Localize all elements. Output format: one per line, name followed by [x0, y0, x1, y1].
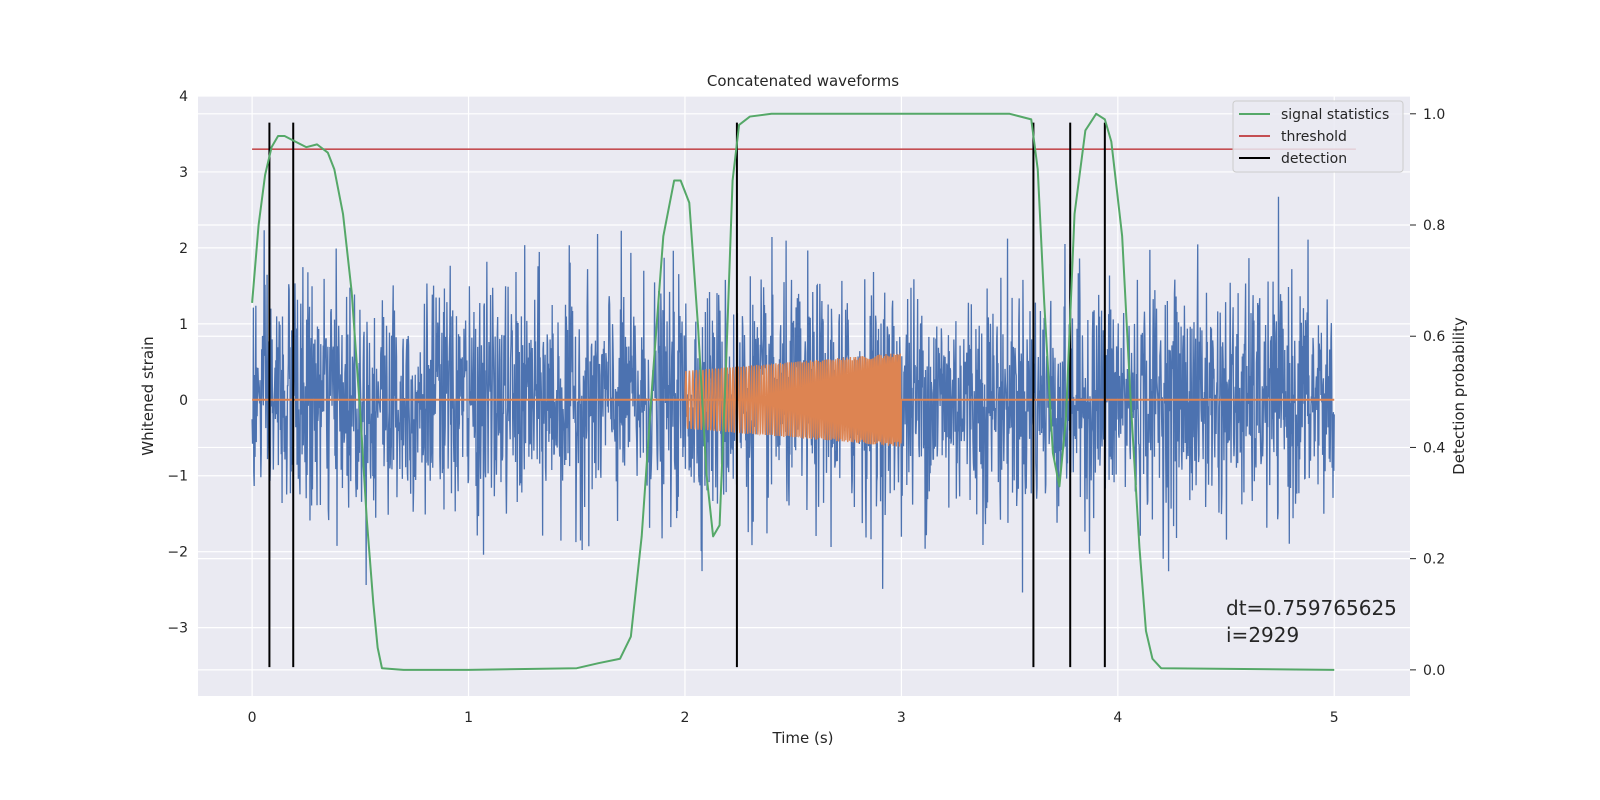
y2-tick-label: 0.2 [1423, 552, 1445, 568]
y2-tick-label: 0.4 [1423, 440, 1445, 456]
legend-threshold-label: threshold [1281, 129, 1347, 145]
y-tick-label: 3 [179, 165, 188, 181]
y2-tick-label: 0.6 [1423, 329, 1445, 345]
x-tick-label: 5 [1330, 710, 1339, 726]
y-tick-label: 2 [179, 241, 188, 257]
y-tick-label: −1 [167, 469, 188, 485]
legend-statistics-label: signal statistics [1281, 107, 1389, 123]
y-tick-label: 0 [179, 393, 188, 409]
y2-tick-label: 0.0 [1423, 663, 1445, 679]
chart-title: Concatenated waveforms [707, 72, 899, 90]
x-tick-label: 1 [464, 710, 473, 726]
x-tick-label: 0 [248, 710, 257, 726]
axes: 0 1 2 3 4 5 −3 −2 −1 0 1 2 3 4 0.0 0.2 0.4 0.6 0.8 1.0 [167, 89, 1445, 726]
injection-series [684, 353, 903, 447]
legend: signal statistics threshold detection [1232, 100, 1404, 173]
y-tick-label: −3 [167, 621, 188, 637]
y2-axis-label: Detection probability [1450, 317, 1468, 475]
annotation: dt=0.759765625 i=2929 [1226, 596, 1403, 647]
y-tick-label: 4 [179, 89, 188, 105]
x-tick-label: 2 [681, 710, 690, 726]
y-tick-label: −2 [167, 545, 188, 561]
plot-area [251, 112, 1356, 671]
y-tick-label: 1 [179, 317, 188, 333]
legend-box [1232, 100, 1404, 173]
annotation-line-2: i=2929 [1226, 623, 1299, 647]
statistics-series [251, 112, 1335, 671]
y2-tick-label: 0.8 [1423, 218, 1445, 234]
annotation-line-1: dt=0.759765625 [1226, 596, 1397, 620]
strain-series [251, 196, 1335, 593]
x-tick-label: 3 [897, 710, 906, 726]
y2-tick-label: 1.0 [1423, 107, 1445, 123]
y-axis-label: Whitened strain [139, 336, 157, 455]
x-axis-label: Time (s) [772, 729, 834, 747]
legend-detection-label: detection [1281, 151, 1347, 167]
x-tick-label: 4 [1113, 710, 1122, 726]
